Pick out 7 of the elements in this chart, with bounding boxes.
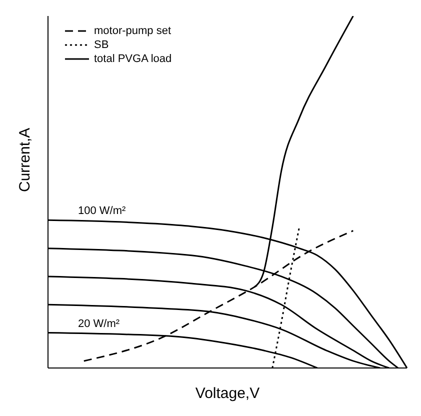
legend-label: total PVGA load bbox=[94, 52, 172, 66]
legend-label: motor-pump set bbox=[94, 24, 172, 38]
annotation: 100 W/m² bbox=[78, 205, 126, 218]
y-axis-title: Current,A bbox=[16, 128, 34, 192]
legend-label: SB bbox=[94, 38, 109, 52]
annotation: 20 W/m² bbox=[78, 318, 120, 330]
x-axis-title: Voltage,V bbox=[195, 385, 260, 402]
